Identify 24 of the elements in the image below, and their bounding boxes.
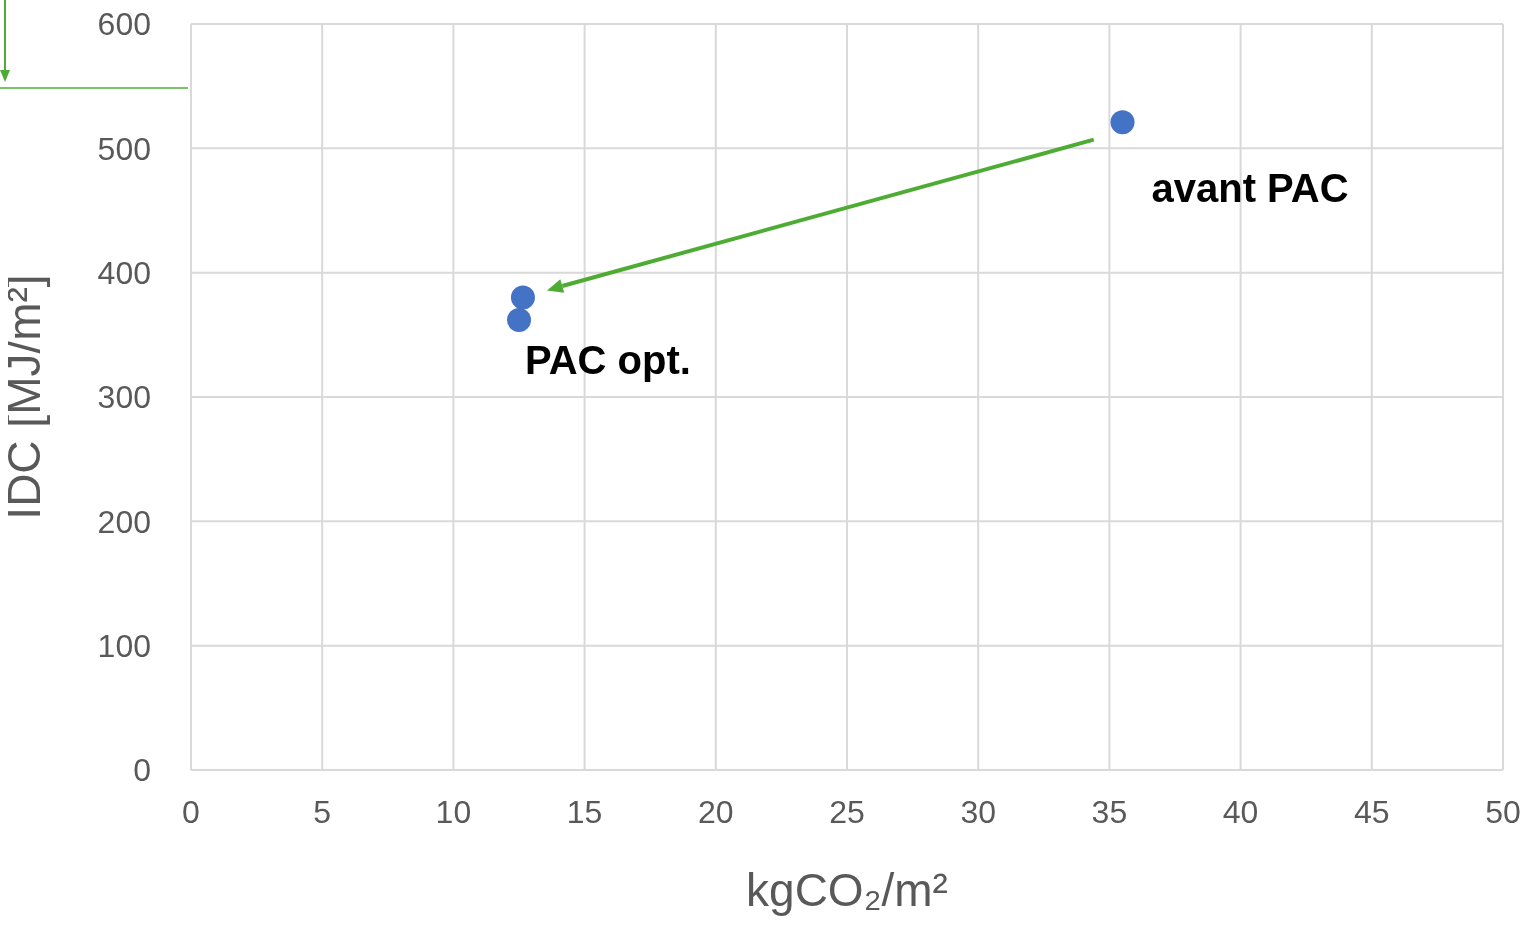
x-tick-label: 0: [182, 793, 200, 830]
y-tick-label: 100: [97, 628, 151, 665]
x-tick-label: 40: [1222, 793, 1259, 830]
point: [510, 285, 535, 310]
x-axis-title: kgCO₂/m²: [746, 864, 948, 916]
annotation: PAC opt.: [525, 337, 691, 382]
y-tick-label: 600: [97, 6, 151, 43]
point: [507, 307, 531, 332]
x-tick-label: 30: [960, 793, 996, 830]
y-tick-label: 0: [133, 752, 151, 789]
x-tick-label: 5: [313, 793, 332, 830]
x-tick-label: 20: [698, 793, 734, 830]
x-tick-label: 15: [566, 793, 603, 830]
y-tick-label: 300: [97, 379, 151, 416]
x-tick-label: 50: [1485, 793, 1521, 830]
x-tick-label: 45: [1354, 793, 1390, 830]
y-tick-label: 500: [97, 130, 151, 167]
x-tick-label: 25: [829, 793, 865, 830]
annotation: avant PAC: [1151, 166, 1349, 211]
x-tick-label: 35: [1091, 793, 1128, 830]
y-tick-label: 400: [97, 255, 151, 292]
point: [1110, 110, 1135, 135]
x-tick-label: 10: [435, 793, 472, 830]
y-tick-label: 200: [97, 503, 151, 540]
